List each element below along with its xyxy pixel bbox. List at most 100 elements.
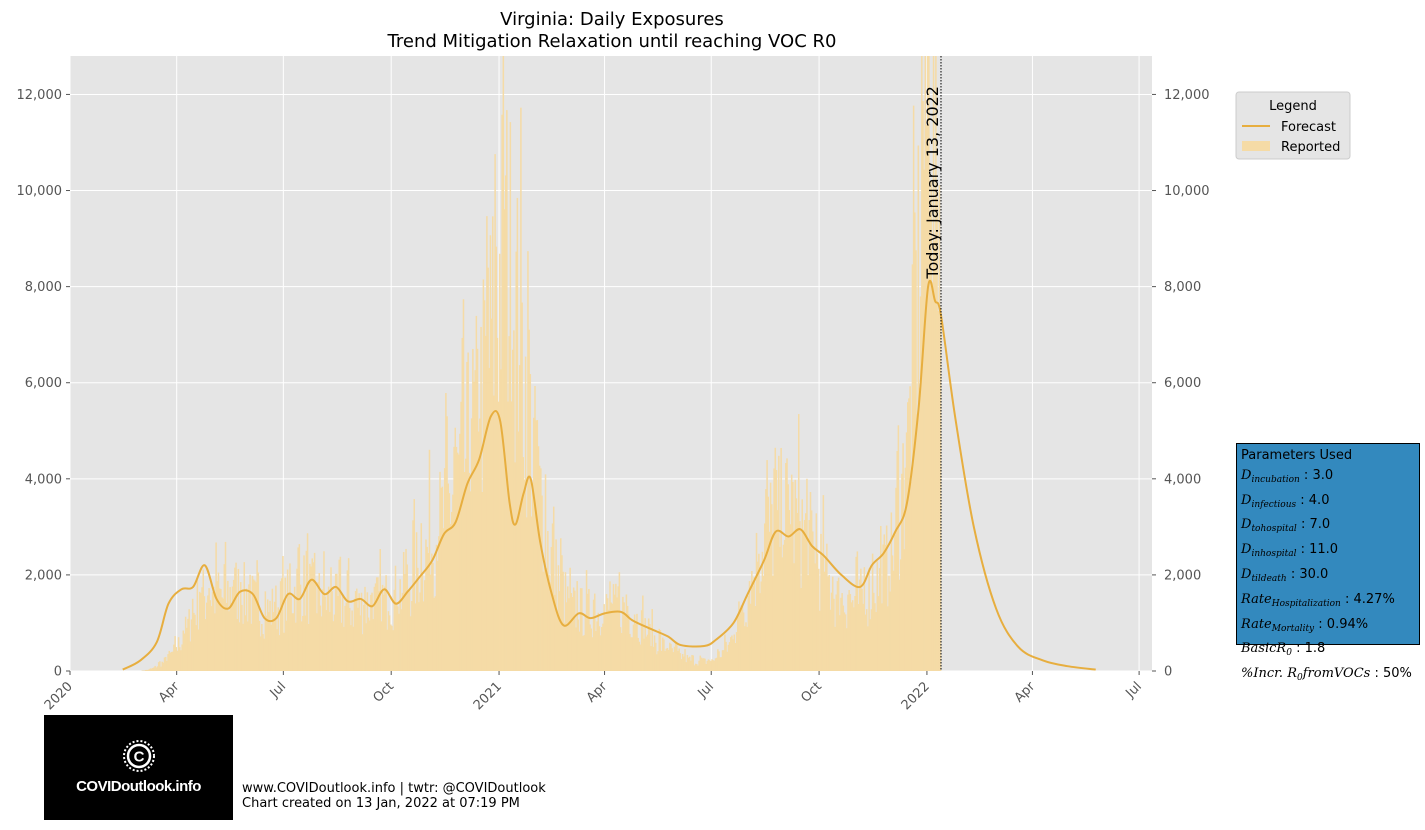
reported-bar	[488, 367, 491, 671]
reported-bar	[186, 627, 188, 671]
reported-bar	[643, 638, 645, 671]
reported-bar	[507, 401, 509, 671]
reported-bar	[930, 180, 932, 672]
forecast-line	[122, 279, 1096, 671]
reported-bar	[496, 337, 499, 671]
reported-bar	[234, 567, 236, 671]
reported-bar	[861, 588, 863, 671]
reported-bar	[905, 432, 908, 671]
reported-bar	[379, 549, 381, 671]
reported-bar	[644, 618, 646, 671]
reported-bar	[778, 455, 780, 671]
reported-bar	[556, 615, 559, 671]
svg-text:C: C	[134, 749, 145, 766]
reported-bar	[761, 551, 764, 671]
reported-bar	[719, 657, 721, 671]
reported-bar	[899, 559, 902, 671]
reported-bar	[473, 381, 475, 671]
reported-bar	[568, 598, 570, 671]
reported-bar	[881, 603, 883, 671]
reported-bar	[776, 510, 779, 671]
reported-bar	[470, 418, 473, 671]
reported-bar	[388, 615, 391, 671]
reported-bar	[803, 520, 806, 671]
reported-bar	[814, 563, 816, 671]
reported-bar	[209, 600, 212, 671]
reported-bar	[196, 580, 199, 671]
reported-bar	[190, 619, 193, 671]
reported-bar	[740, 605, 743, 671]
reported-bar	[598, 626, 601, 671]
parameter-row: Dincubation : 3.0	[1241, 466, 1415, 491]
reported-bar	[286, 569, 289, 671]
reported-bar	[290, 596, 292, 671]
reported-bar	[414, 603, 417, 671]
reported-bar	[218, 588, 221, 671]
reported-bar	[751, 570, 753, 671]
reported-bar	[771, 504, 773, 671]
reported-bar	[244, 615, 247, 671]
reported-bar	[533, 417, 535, 671]
reported-bar	[229, 587, 231, 671]
reported-bar	[904, 467, 907, 671]
reported-bar	[599, 635, 602, 671]
reported-bar	[801, 499, 804, 671]
reported-bar	[221, 597, 223, 671]
reported-bar	[855, 556, 857, 671]
reported-bar	[874, 603, 876, 671]
reported-bar	[394, 565, 397, 671]
reported-bar	[766, 460, 768, 671]
reported-bar	[465, 458, 467, 671]
reported-bar	[453, 446, 455, 671]
reported-bar	[880, 526, 882, 671]
reported-bar	[597, 612, 600, 671]
reported-bar	[363, 604, 365, 671]
reported-bar	[456, 452, 459, 671]
reported-bar	[490, 318, 493, 671]
reported-bar	[529, 374, 532, 671]
reported-bar	[891, 555, 894, 671]
reported-bar	[468, 472, 471, 671]
reported-bar	[284, 577, 287, 671]
reported-bar	[236, 618, 238, 671]
reported-bar	[606, 598, 609, 671]
reported-bar	[419, 592, 421, 671]
reported-bar	[305, 550, 308, 671]
reported-bar	[356, 588, 358, 671]
reported-bar	[800, 588, 802, 671]
reported-bar	[805, 513, 807, 671]
reported-bar	[558, 591, 561, 671]
reported-bar	[352, 626, 355, 671]
reported-bar	[890, 512, 893, 671]
reported-bar	[774, 447, 777, 671]
reported-bar	[756, 561, 759, 671]
reported-bar	[152, 667, 154, 671]
reported-bar	[334, 573, 337, 671]
reported-bar	[258, 620, 261, 671]
reported-bar	[224, 541, 227, 671]
reported-bar	[426, 546, 428, 671]
reported-bar	[898, 579, 901, 671]
reported-bar	[511, 349, 514, 671]
parameter-var: Rate	[1241, 591, 1272, 607]
reported-bar	[428, 449, 431, 671]
reported-bar	[368, 620, 371, 671]
plot-area	[70, 56, 1152, 671]
reported-bar	[215, 542, 217, 671]
reported-bar	[425, 539, 427, 671]
reported-bar	[910, 481, 913, 671]
reported-bar	[895, 487, 897, 671]
parameter-value: : 0.94%	[1314, 616, 1369, 632]
reported-bar	[534, 385, 536, 671]
reported-bar	[769, 482, 772, 671]
reported-bar	[628, 614, 630, 671]
footer: www.COVIDoutlook.info | twtr: @COVIDoutl…	[242, 781, 546, 811]
reported-bar	[272, 612, 275, 671]
reported-bar	[865, 609, 868, 671]
reported-bar	[555, 539, 557, 671]
reported-bar	[848, 590, 850, 671]
reported-bar	[252, 579, 255, 671]
reported-bar	[154, 665, 156, 671]
reported-bar	[590, 628, 593, 671]
reported-bar	[856, 551, 859, 671]
